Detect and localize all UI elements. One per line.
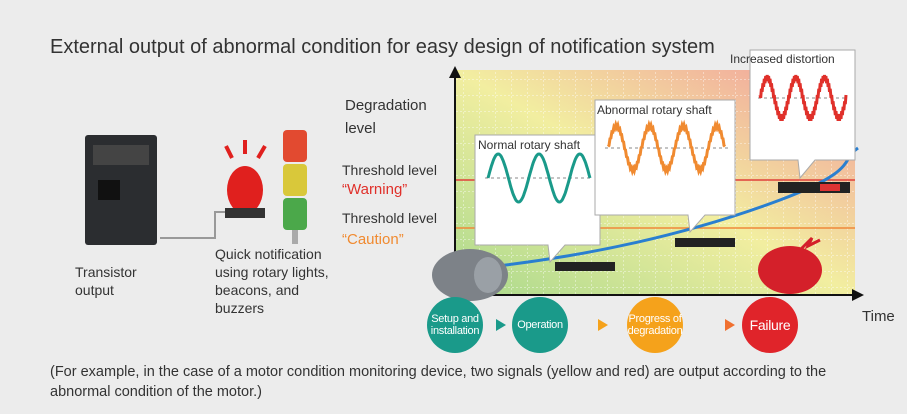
tower-yellow (283, 164, 307, 196)
callout-label: Increased distortion (730, 52, 835, 66)
y-arrow (449, 66, 461, 78)
stage-arrow (496, 319, 506, 331)
beacon-rays (224, 140, 267, 160)
stage-arrow (725, 319, 735, 331)
transistor-label: Transistor output (75, 264, 137, 298)
controller-terminals (93, 145, 149, 165)
device (675, 238, 735, 247)
motor-face (474, 257, 502, 293)
failed-motor (758, 246, 822, 294)
threshold-level: “Warning” (342, 181, 408, 198)
callout-label: Normal rotary shaft (478, 138, 581, 152)
device-led (820, 184, 840, 191)
tower-red (283, 130, 307, 162)
stage-circle (427, 297, 483, 353)
notification-label: Quick notification using rotary lights, … (215, 246, 329, 316)
wave (758, 74, 848, 121)
callout-label: Abnormal rotary shaft (597, 103, 712, 117)
spark (798, 236, 821, 252)
tower-green (283, 198, 307, 230)
x-axis-label: Time (862, 308, 895, 325)
title: External output of abnormal condition fo… (50, 36, 715, 58)
threshold-level: “Caution” (342, 231, 404, 248)
stage-circle (627, 297, 683, 353)
stage-circle (512, 297, 568, 353)
device (778, 182, 850, 193)
controller-display (98, 180, 120, 200)
degradation-curve (479, 146, 859, 270)
x-arrow (852, 289, 864, 301)
stage-circle (742, 297, 798, 353)
y-axis-label: Degradation level (345, 97, 427, 137)
tower-pole (292, 230, 298, 244)
stage-label: Progress of degradation (627, 313, 683, 337)
wave (606, 119, 727, 177)
beacon (227, 166, 263, 214)
stage-label: Setup and installation (430, 313, 480, 337)
threshold-label: Threshold level (342, 210, 437, 226)
note: (For example, in the case of a motor con… (50, 364, 827, 400)
wire (160, 211, 228, 239)
wave (486, 152, 592, 204)
beacon-base (225, 208, 265, 218)
threshold-label: Threshold level (342, 162, 437, 178)
stage-arrow (598, 319, 608, 331)
stage-label: Failure (749, 317, 791, 333)
stage-label: Operation (517, 319, 563, 331)
device (555, 262, 615, 271)
